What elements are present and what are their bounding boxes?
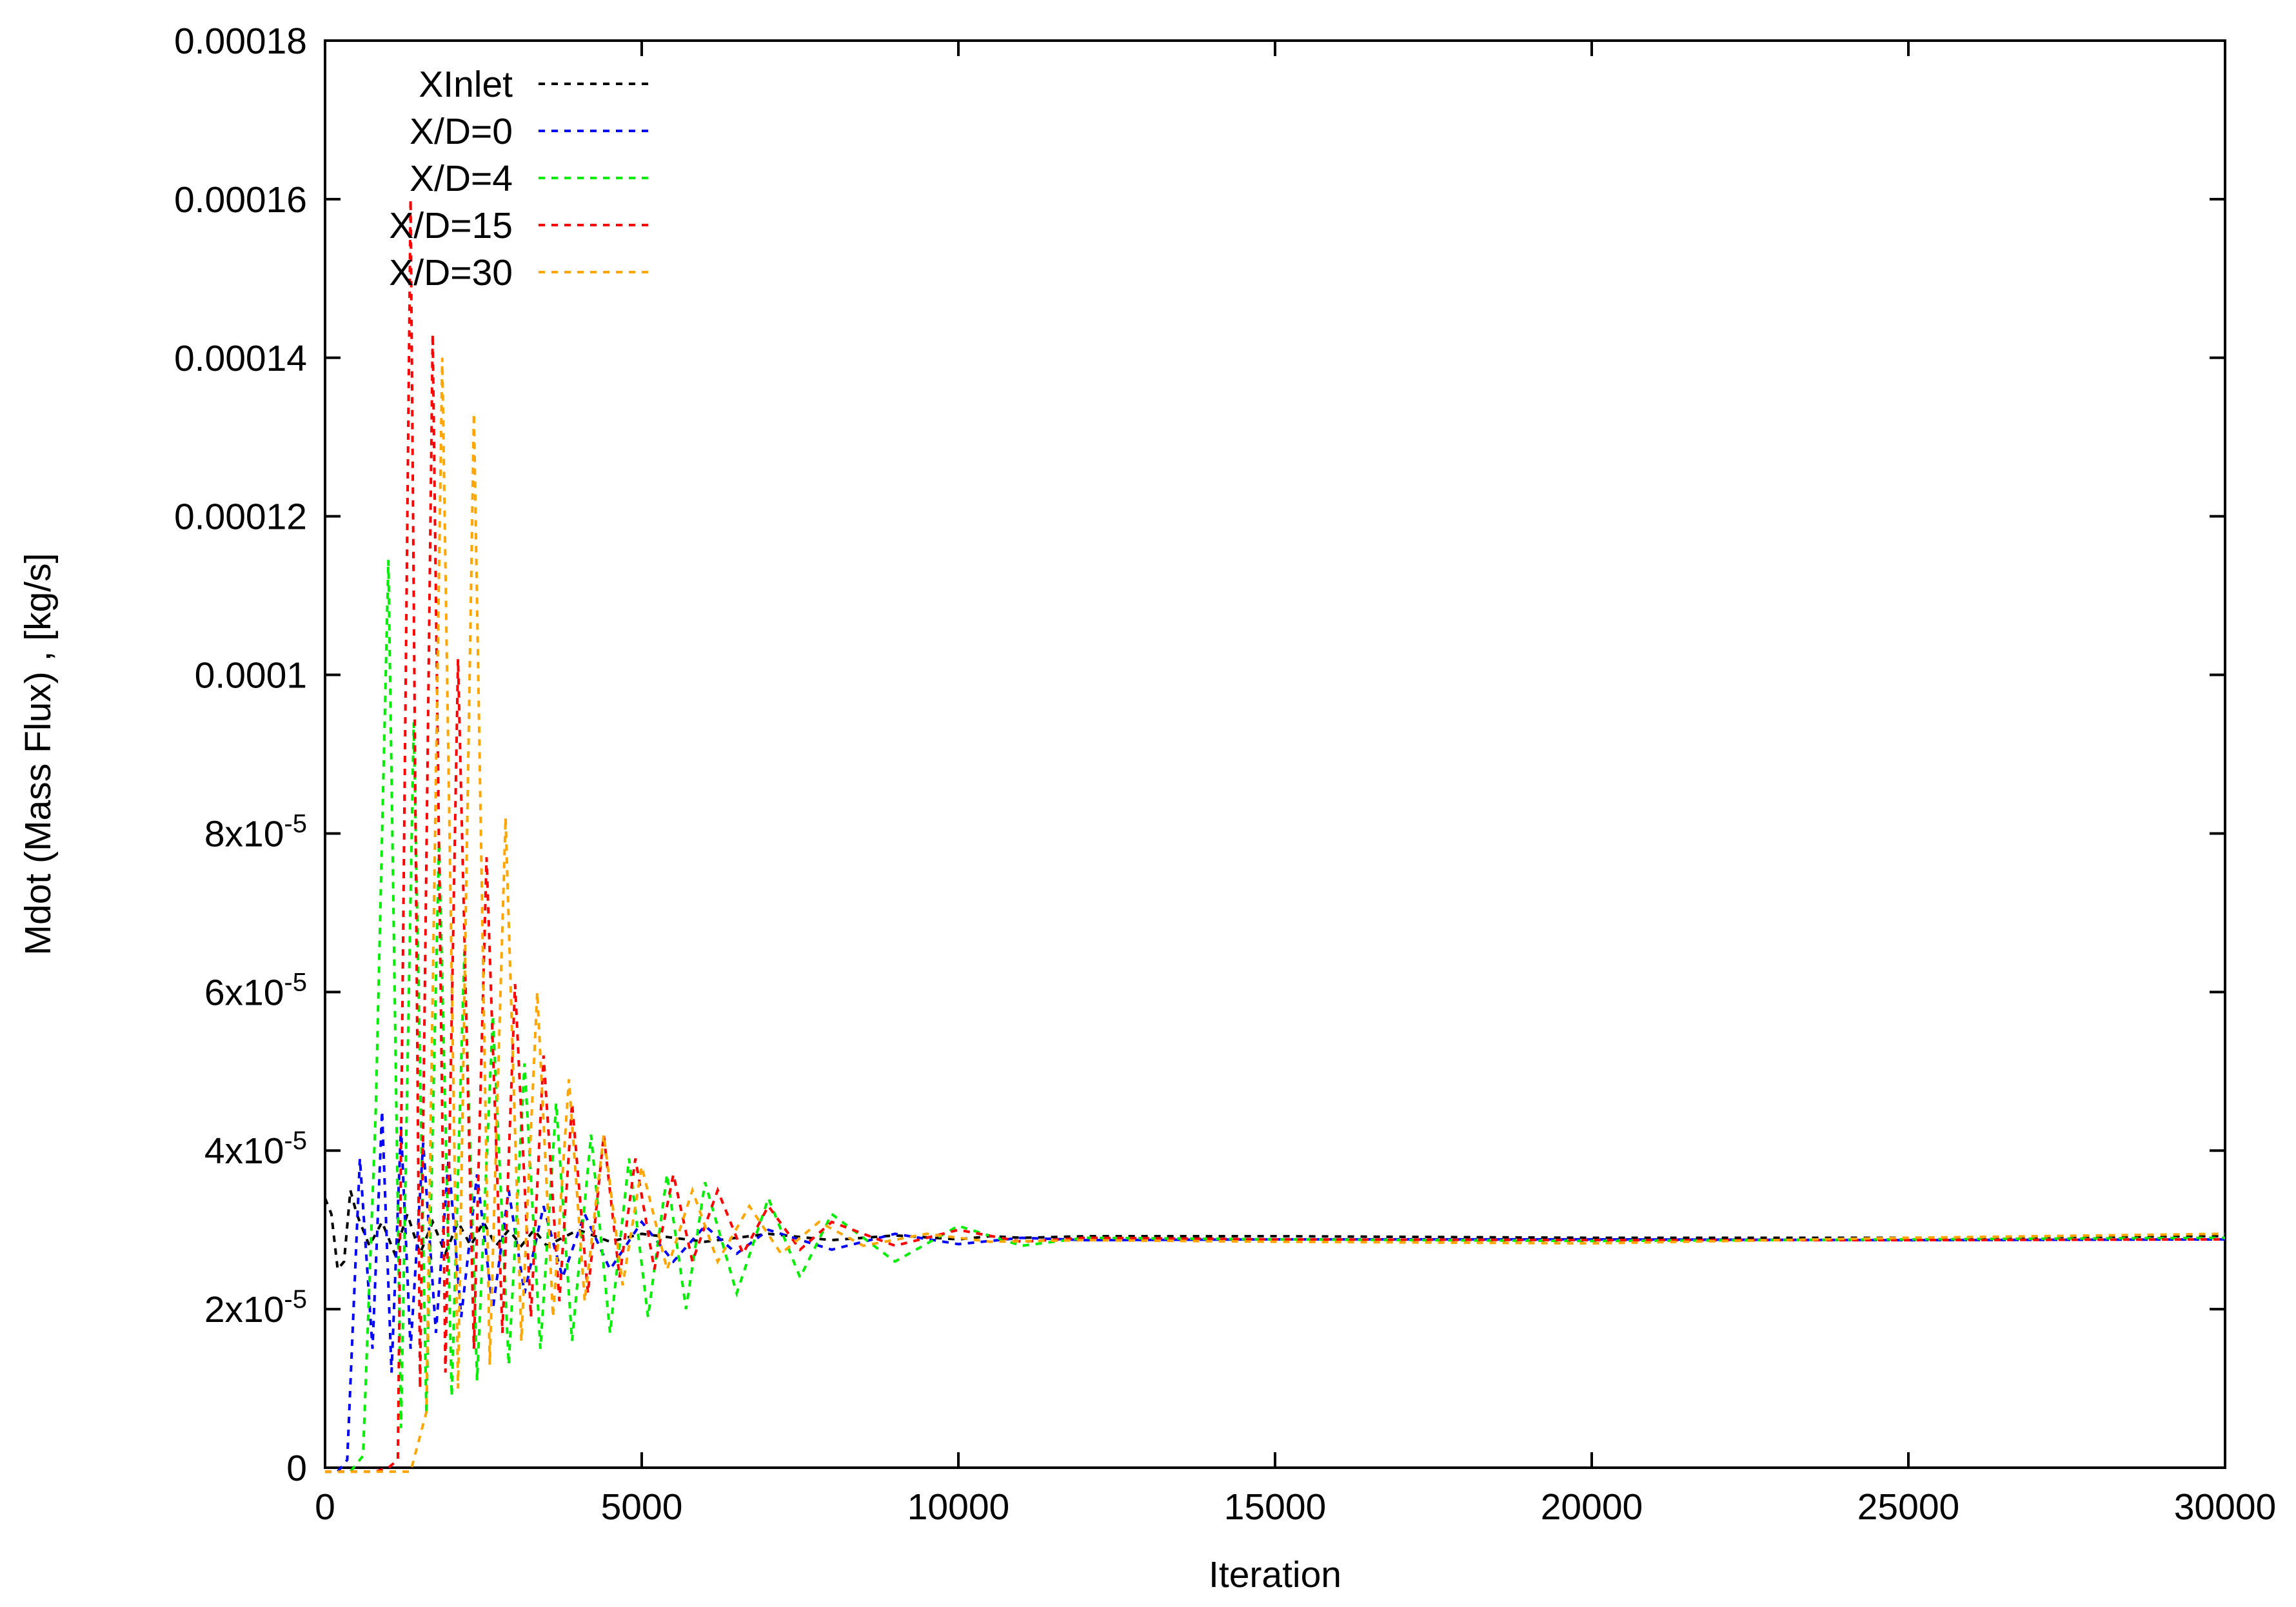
- series-line-3: [325, 560, 2226, 1474]
- legend-label: X/D=0: [410, 111, 513, 152]
- y-tick-label: 4x10-5: [204, 1127, 307, 1172]
- y-tick-label: 6x10-5: [204, 968, 307, 1013]
- y-axis-ticks: 0 2x10-5 4x10-5 6x10-5 8x10-5 0.0001 0.00012 0.…: [174, 21, 2225, 1489]
- y-tick-label: 0.00018: [174, 21, 307, 62]
- legend-label: X/D=4: [410, 158, 513, 199]
- x-tick-label: 25000: [1857, 1486, 1960, 1528]
- x-tick-label: 30000: [2174, 1486, 2277, 1528]
- x-tick-label: 15000: [1224, 1486, 1327, 1528]
- legend-label: X/D=30: [389, 252, 513, 293]
- legend-label: XInlet: [419, 64, 513, 105]
- series-layer: [324, 199, 2226, 1474]
- x-tick-label: 20000: [1541, 1486, 1643, 1528]
- series-line-4: [325, 199, 2226, 1474]
- x-tick-label: 10000: [907, 1486, 1010, 1528]
- x-axis-ticks: 0 5000 10000 15000 20000 25000 30000: [315, 41, 2276, 1528]
- series-line-1: [324, 1190, 2226, 1273]
- series-line-5: [325, 357, 2226, 1474]
- y-tick-label: 0.00014: [174, 338, 307, 379]
- x-axis-title: Iteration: [1209, 1554, 1341, 1595]
- plot-frame: [324, 39, 2226, 1469]
- y-axis-title: Mdot (Mass Flux) , [kg/s]: [17, 553, 59, 956]
- legend: XInlet X/D=0 X/D=4 X/D=15 X/D=30: [389, 64, 655, 293]
- series-line-2: [325, 1110, 2226, 1474]
- x-tick-label: 0: [315, 1486, 335, 1528]
- y-tick-label: 2x10-5: [204, 1285, 307, 1330]
- legend-label: X/D=15: [389, 205, 513, 246]
- y-tick-label: 0.00016: [174, 179, 307, 221]
- x-tick-label: 5000: [601, 1486, 683, 1528]
- y-tick-label: 0: [286, 1448, 307, 1489]
- y-tick-label: 0.00012: [174, 497, 307, 538]
- y-tick-label: 8x10-5: [204, 809, 307, 854]
- y-tick-label: 0.0001: [195, 655, 307, 696]
